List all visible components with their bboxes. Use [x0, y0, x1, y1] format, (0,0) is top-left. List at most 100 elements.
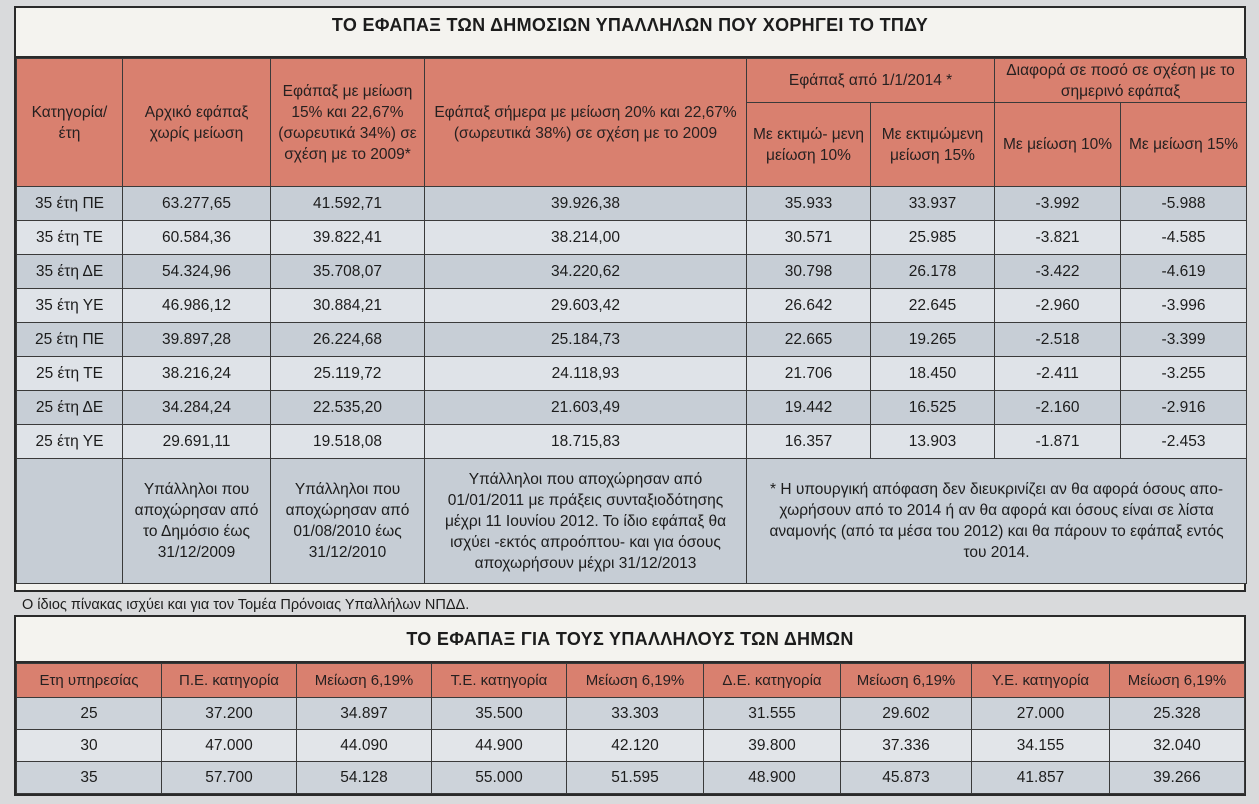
table2-header-cell: Υ.Ε. κατηγορία [971, 663, 1110, 698]
row-label: 35 έτη ΠΕ [16, 186, 123, 221]
table-cell: 44.090 [296, 729, 432, 762]
table-row: 25 έτη ΔΕ 34.284,24 22.535,20 21.603,49 19.4… [16, 390, 1248, 425]
table-cell: 34.220,62 [424, 254, 747, 289]
table-cell: 16.525 [869, 390, 996, 425]
header-diff: Διαφορά σε ποσό σε σχέση με το σημερινό … [994, 58, 1248, 103]
row-label: 25 έτη ΔΕ [16, 390, 123, 425]
table-cell: 42.120 [566, 729, 704, 762]
table-cell: 57.700 [161, 761, 297, 794]
table-cell: 16.357 [746, 424, 871, 459]
table1-title: ΤΟ ΕΦΑΠΑΞ ΤΩΝ ΔΗΜΟΣΙΩΝ ΥΠΑΛΛΗΛΩΝ ΠΟΥ ΧΟΡ… [16, 8, 1244, 58]
civil-servants-lump-sum-table-panel: ΤΟ ΕΦΑΠΑΞ ΤΩΝ ΔΗΜΟΣΙΩΝ ΥΠΑΛΛΗΛΩΝ ΠΟΥ ΧΟΡ… [14, 6, 1248, 592]
table-cell: 34.284,24 [122, 390, 271, 425]
table-cell: 51.595 [566, 761, 704, 794]
table-cell: -4.619 [1120, 254, 1248, 289]
table-cell: 39.926,38 [424, 186, 747, 221]
table-cell: 54.324,96 [122, 254, 271, 289]
table-cell: 35.500 [431, 697, 567, 730]
header-reduced-2009: Εφάπαξ με μείωση 15% και 22,67% (σωρευτι… [270, 58, 425, 187]
table-row: 25 έτη ΠΕ 39.897,28 26.224,68 25.184,73 22.6… [16, 322, 1248, 357]
table-row: 35 57.700 54.128 55.000 51.595 48.900 45.873 41… [16, 761, 1245, 794]
header-diff-15: Με μείωση 15% [1120, 102, 1248, 187]
table-cell: 22.665 [746, 322, 871, 357]
footer-note: Ο ίδιος πίνακας ισχύει και για τον Τομέα… [22, 597, 470, 613]
header-from-2014-10: Με εκτιμώ- μενη μείωση 10% [746, 102, 871, 187]
table-cell: -5.988 [1120, 186, 1248, 221]
table-cell: 30.884,21 [270, 288, 425, 323]
table-cell: 32.040 [1109, 729, 1245, 762]
table-cell: 60.584,36 [122, 220, 271, 255]
table-cell: 38.216,24 [122, 356, 271, 391]
table-cell: 39.266 [1109, 761, 1245, 794]
table-cell: 29.602 [840, 697, 972, 730]
table2-header-cell: Μείωση 6,19% [296, 663, 432, 698]
note-empty [16, 458, 123, 584]
table-row: 30 47.000 44.090 44.900 42.120 39.800 37.336 34… [16, 729, 1245, 762]
table-cell: 55.000 [431, 761, 567, 794]
table-cell: 63.277,65 [122, 186, 271, 221]
table-cell: 37.336 [840, 729, 972, 762]
row-label: 25 έτη ΤΕ [16, 356, 123, 391]
table-cell: 25.328 [1109, 697, 1245, 730]
table-cell: 37.200 [161, 697, 297, 730]
table-cell: 25.119,72 [270, 356, 425, 391]
row-label: 25 έτη ΠΕ [16, 322, 123, 357]
note-reduced-2009: Υπάλληλοι που αποχώρησαν από 01/08/2010 … [270, 458, 425, 584]
table-cell: 39.800 [703, 729, 841, 762]
header-today: Εφάπαξ σήμερα με μείωση 20% και 22,67% (… [424, 58, 747, 187]
row-label: 25 έτη ΥΕ [16, 424, 123, 459]
table2-header-cell: Δ.Ε. κατηγορία [703, 663, 841, 698]
table-cell: 27.000 [971, 697, 1110, 730]
table-row: 35 έτη ΔΕ 54.324,96 35.708,07 34.220,62 30.7… [16, 254, 1248, 289]
table-row: 35 έτη ΠΕ 63.277,65 41.592,71 39.926,38 35.9… [16, 186, 1248, 221]
table-cell: 45.873 [840, 761, 972, 794]
table-cell: 41.857 [971, 761, 1110, 794]
table-cell: 29.691,11 [122, 424, 271, 459]
table2-header-cell: Π.Ε. κατηγορία [161, 663, 297, 698]
table-cell: 33.937 [869, 186, 996, 221]
table-cell: -4.585 [1120, 220, 1248, 255]
table-cell: 21.603,49 [424, 390, 747, 425]
table-cell: 19.518,08 [270, 424, 425, 459]
table2-header-cell: Μείωση 6,19% [566, 663, 704, 698]
table-cell: 46.986,12 [122, 288, 271, 323]
table-cell: 26.178 [869, 254, 996, 289]
table-cell: 54.128 [296, 761, 432, 794]
table-cell: 48.900 [703, 761, 841, 794]
table-cell: -3.422 [994, 254, 1122, 289]
table-cell: -1.871 [994, 424, 1122, 459]
table-cell: -3.399 [1120, 322, 1248, 357]
municipal-employees-lump-sum-table: Ετη υπηρεσίας Π.Ε. κατηγορία Μείωση 6,19% Τ… [16, 663, 1245, 794]
table-cell: 25.985 [869, 220, 996, 255]
row-label: 35 [16, 761, 162, 794]
civil-servants-lump-sum-table: Κατηγορία/ έτη Αρχικό εφάπαξ χωρίς μείωσ… [16, 58, 1248, 584]
header-initial: Αρχικό εφάπαξ χωρίς μείωση [122, 58, 271, 187]
table2-body: 25 37.200 34.897 35.500 33.303 31.555 29.602 27… [16, 697, 1245, 794]
table-cell: 25.184,73 [424, 322, 747, 357]
table-cell: 26.642 [746, 288, 871, 323]
table-cell: 47.000 [161, 729, 297, 762]
table-cell: -3.996 [1120, 288, 1248, 323]
row-label: 25 [16, 697, 162, 730]
table-cell: 21.706 [746, 356, 871, 391]
header-from-2014-15: Με εκτιμώμενη μείωση 15% [869, 102, 996, 187]
table-cell: 22.645 [869, 288, 996, 323]
footnote: * Η υπουργική απόφαση δεν διευκρινίζει α… [745, 458, 1248, 584]
note-initial: Υπάλληλοι που αποχώρησαν από το Δημόσιο … [122, 458, 271, 584]
table-cell: -2.916 [1120, 390, 1248, 425]
row-label: 35 έτη ΤΕ [16, 220, 123, 255]
table-cell: -2.960 [994, 288, 1122, 323]
table-cell: 29.603,42 [424, 288, 747, 323]
table-cell: -3.821 [994, 220, 1122, 255]
table-cell: 35.708,07 [270, 254, 425, 289]
table-cell: 39.897,28 [122, 322, 271, 357]
table-row: 25 έτη ΤΕ 38.216,24 25.119,72 24.118,93 21.7… [16, 356, 1248, 391]
table-cell: 22.535,20 [270, 390, 425, 425]
table-cell: -2.411 [994, 356, 1122, 391]
table-cell: 39.822,41 [270, 220, 425, 255]
header-from-2014: Εφάπαξ από 1/1/2014 * [745, 58, 996, 103]
row-label: 35 έτη ΥΕ [16, 288, 123, 323]
table-cell: 19.442 [746, 390, 871, 425]
table-cell: -3.992 [994, 186, 1122, 221]
header-diff-10: Με μείωση 10% [994, 102, 1122, 187]
